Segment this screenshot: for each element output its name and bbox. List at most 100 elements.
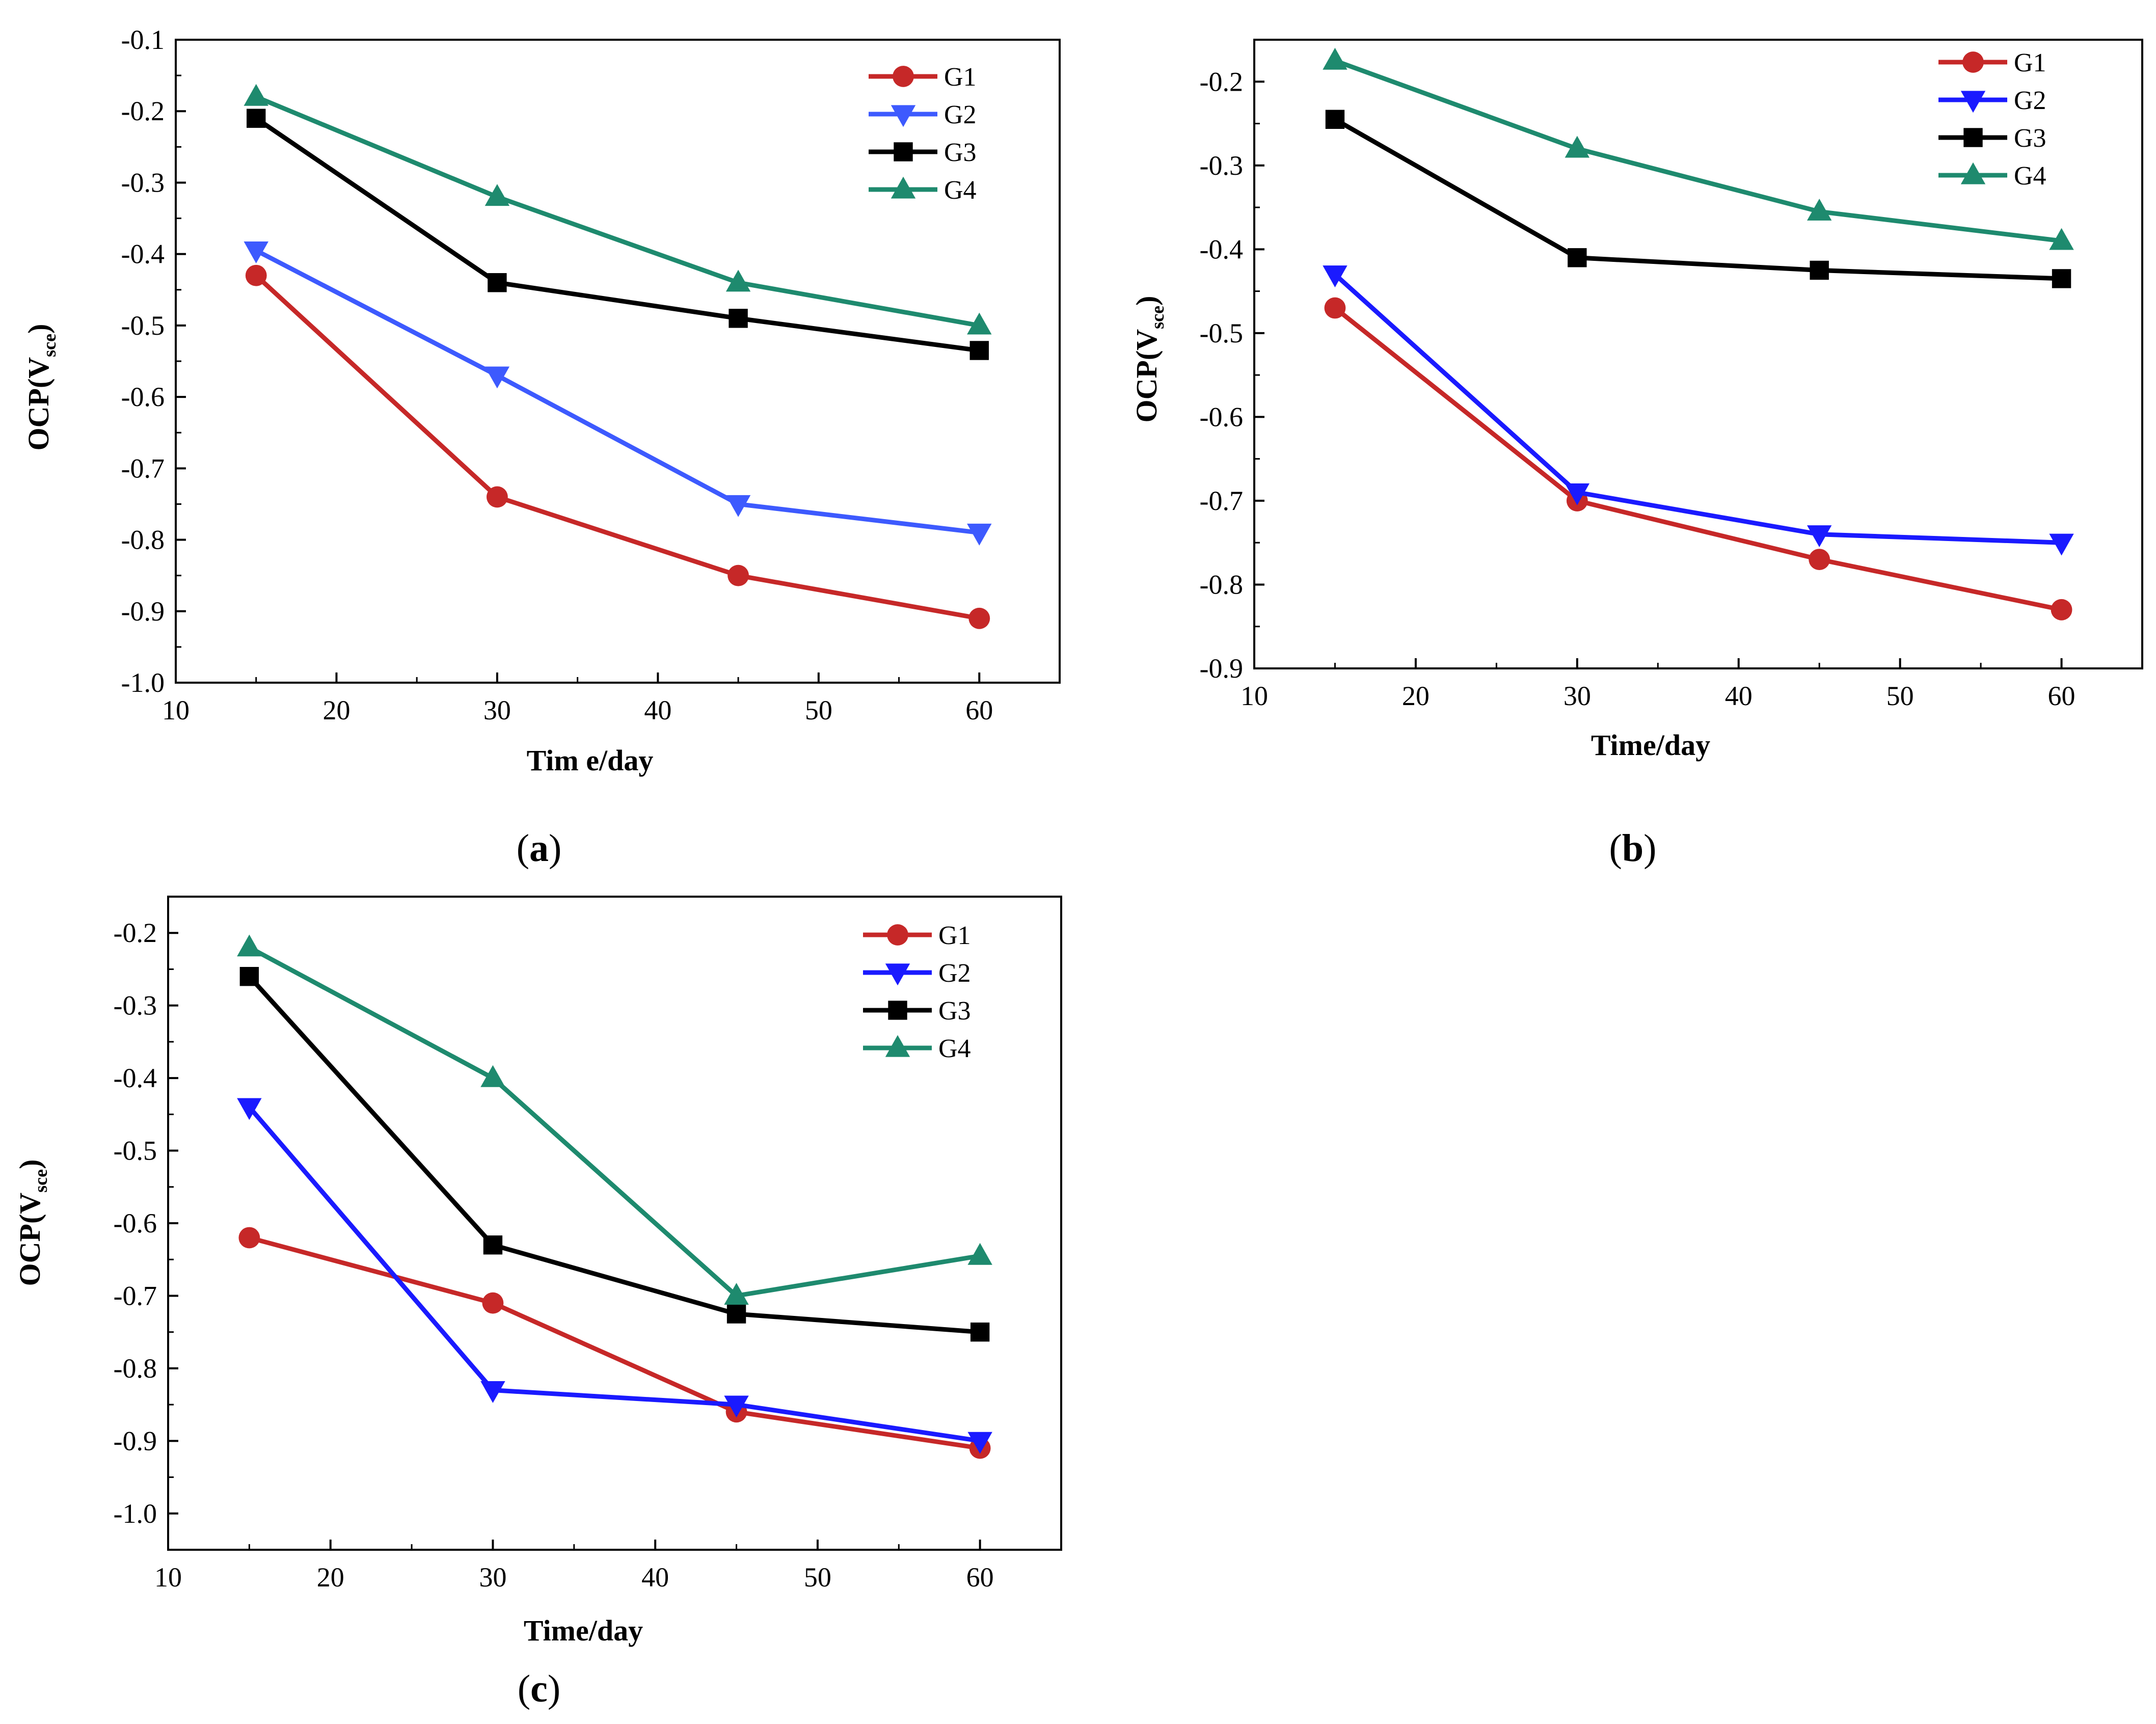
x-tick-label: 40 [644, 695, 671, 725]
y-tick-label: -0.2 [1200, 66, 1243, 97]
y-tick-label: -0.5 [114, 1136, 157, 1166]
x-tick-label: 40 [641, 1562, 669, 1593]
y-tick-label: -0.7 [114, 1280, 157, 1311]
legend-marker-G1 [1962, 51, 1984, 73]
data-point-G1 [1809, 549, 1830, 570]
x-axis-title: Time/day [1591, 729, 1710, 762]
y-tick-label: -0.6 [121, 382, 165, 412]
x-tick-label: 60 [966, 1562, 994, 1593]
x-tick-label: 20 [1402, 681, 1430, 711]
panel-caption: (a) [517, 827, 562, 870]
y-tick-label: -0.7 [1200, 486, 1243, 516]
legend-marker-G3 [888, 1001, 907, 1019]
y-axis-title-main: OCP(V [22, 357, 55, 451]
y-tick-label: -0.4 [1200, 234, 1243, 264]
caption-letter: b [1622, 827, 1643, 870]
legend-label-G4: G4 [2014, 161, 2046, 191]
data-point-G3 [1326, 110, 1344, 129]
y-tick-label: -0.2 [114, 918, 157, 948]
y-axis-title-close: ) [1130, 296, 1163, 306]
y-axis-title-close: ) [13, 1160, 46, 1169]
legend-label-G3: G3 [938, 996, 971, 1026]
y-axis-title-main: OCP(V [1130, 329, 1163, 423]
x-tick-label: 30 [1564, 681, 1591, 711]
x-tick-label: 30 [483, 695, 511, 725]
data-point-G3 [971, 1323, 989, 1341]
data-point-G1 [482, 1292, 504, 1314]
caption-open-paren: ( [517, 827, 529, 870]
legend-label-G1: G1 [938, 921, 971, 950]
data-point-G3 [970, 341, 989, 360]
caption-letter: a [529, 827, 549, 870]
panel-caption: (b) [1609, 827, 1657, 870]
legend-label-G3: G3 [2014, 124, 2046, 153]
caption-letter: c [530, 1667, 548, 1710]
x-tick-label: 10 [154, 1562, 182, 1593]
legend-label-G2: G2 [2014, 86, 2046, 115]
x-tick-label: 60 [2048, 681, 2076, 711]
x-tick-label: 50 [805, 695, 832, 725]
y-axis-title-subscript: sce [31, 1169, 51, 1193]
legend-label-G4: G4 [944, 176, 977, 205]
data-point-G1 [968, 608, 990, 629]
data-point-G3 [729, 309, 747, 328]
data-point-G3 [1810, 261, 1828, 280]
x-tick-label: 10 [162, 695, 190, 725]
y-axis-title-close: ) [22, 324, 55, 334]
x-axis-title: Time/day [524, 1614, 643, 1647]
y-axis-title-subscript: sce [1147, 306, 1168, 329]
y-tick-label: -0.9 [121, 596, 165, 627]
y-tick-label: -1.0 [114, 1498, 157, 1529]
legend-marker-G1 [893, 66, 914, 87]
caption-open-paren: ( [1609, 827, 1622, 870]
caption-close-paren: ) [1643, 827, 1656, 870]
x-tick-label: 30 [479, 1562, 506, 1593]
data-point-G3 [488, 273, 506, 292]
y-axis-title-subscript: sce [39, 334, 60, 357]
data-point-G3 [1568, 248, 1586, 267]
data-point-G3 [240, 967, 259, 986]
y-tick-label: -0.3 [114, 990, 157, 1021]
data-point-G1 [727, 565, 749, 586]
x-tick-label: 50 [804, 1562, 831, 1593]
legend-label-G4: G4 [938, 1034, 971, 1063]
data-point-G3 [247, 109, 265, 128]
y-axis-title-main: OCP(V [13, 1193, 46, 1286]
y-tick-label: -0.9 [1200, 653, 1243, 684]
x-tick-label: 20 [322, 695, 350, 725]
y-tick-label: -0.7 [121, 453, 165, 483]
legend-marker-G3 [1963, 128, 1982, 147]
x-axis-title: Tim e/day [527, 744, 654, 777]
data-point-G3 [727, 1304, 746, 1323]
y-tick-label: -0.6 [1200, 401, 1243, 432]
y-tick-label: -0.9 [114, 1425, 157, 1456]
legend-marker-G1 [887, 924, 908, 946]
y-tick-label: -0.3 [1200, 150, 1243, 181]
caption-close-paren: ) [549, 827, 561, 870]
data-point-G1 [238, 1227, 260, 1249]
y-tick-label: -0.4 [114, 1063, 157, 1093]
y-tick-label: -0.2 [121, 96, 165, 126]
legend-label-G1: G1 [944, 63, 977, 92]
panel-caption: (c) [518, 1667, 560, 1710]
y-tick-label: -0.5 [121, 310, 165, 341]
y-tick-label: -0.8 [121, 525, 165, 555]
x-tick-label: 20 [317, 1562, 344, 1593]
data-point-G1 [487, 487, 508, 508]
y-tick-label: -0.6 [114, 1208, 157, 1238]
y-tick-label: -0.3 [121, 167, 165, 198]
y-tick-label: -0.5 [1200, 318, 1243, 348]
x-tick-label: 40 [1725, 681, 1753, 711]
data-point-G3 [483, 1235, 502, 1254]
y-tick-label: -1.0 [121, 667, 165, 698]
data-point-G3 [2052, 269, 2071, 288]
legend-label-G3: G3 [944, 138, 977, 167]
caption-close-paren: ) [548, 1667, 560, 1710]
legend-label-G2: G2 [944, 100, 977, 129]
x-tick-label: 60 [965, 695, 993, 725]
legend-label-G1: G1 [2014, 48, 2046, 77]
y-tick-label: -0.8 [114, 1353, 157, 1384]
legend-marker-G3 [894, 142, 912, 161]
y-tick-label: -0.4 [121, 239, 165, 270]
y-tick-label: -0.1 [121, 24, 165, 55]
